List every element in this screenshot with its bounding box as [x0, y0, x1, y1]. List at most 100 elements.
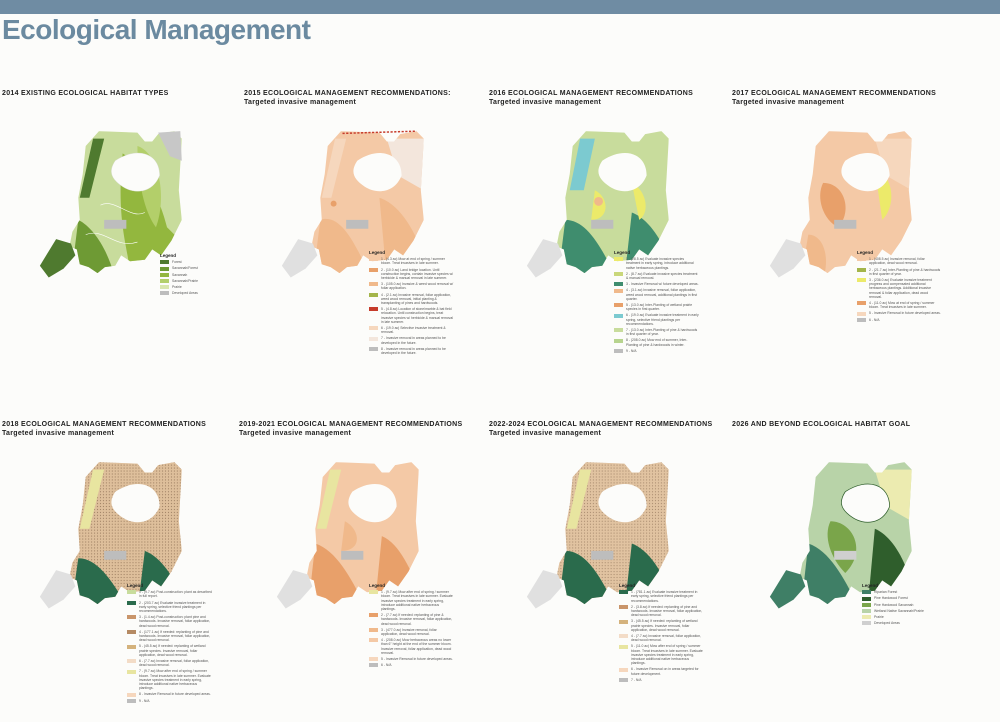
legend-swatch	[160, 272, 169, 277]
map-2015	[281, 130, 424, 278]
legend-swatch	[369, 638, 378, 643]
legend-item: 1 - (4.3 ac) Mow at end of spring / summ…	[369, 257, 454, 265]
legend-swatch	[862, 609, 871, 613]
legend-swatch	[619, 678, 628, 683]
legend-text: 7 - N/A	[631, 677, 642, 682]
legend-swatch	[369, 657, 378, 662]
legend-swatch	[369, 292, 378, 297]
legend-item: 1 - (9.7 ac) Mow after end of spring / s…	[369, 590, 454, 611]
legend-swatch	[160, 266, 169, 271]
legend-text: 2 - (203.7 ac) Evaluate invasive treatme…	[139, 600, 206, 614]
legend-swatch	[862, 621, 871, 626]
legend-text: Prairie	[874, 615, 884, 620]
legend-swatch	[619, 634, 628, 639]
legend-item: 2 - (10.0 ac) Land bridge location. Unti…	[369, 268, 454, 281]
legend-item: 7 - N/A	[619, 677, 704, 683]
legend-text: 8 - (208.0 ac) Mow end of summer, Inter-…	[626, 338, 688, 347]
legend-swatch	[857, 278, 866, 283]
legend-text: Pine Hardwood Forest	[874, 596, 908, 601]
legend-item: Prairie	[862, 615, 947, 620]
legend: Legend 1 - (9.7 ac) Post-construction: p…	[127, 583, 212, 705]
legend-swatch	[160, 291, 169, 296]
legend-swatch	[619, 590, 628, 595]
legend-item: 6 - (19.0 ac) Evaluate invasive treatmen…	[614, 313, 699, 326]
legend-item: 2 - (8.7 ac) Evaluate invasive species t…	[614, 272, 699, 280]
legend-text: 5 - (45.5 ac) If needed: replanting of w…	[139, 644, 206, 657]
legend: Legend 1 - (781.1 ac) Evaluate invasive …	[619, 583, 704, 684]
legend-text: Developed Areas	[172, 291, 198, 296]
legend-swatch	[862, 602, 871, 607]
legend-item: 6 - (7.7 ac) Invasive removal, foliar ap…	[127, 659, 212, 667]
legend-item: Riparian Forest	[862, 590, 947, 595]
legend-swatch	[369, 663, 378, 668]
legend-text: 2 - (3.8 ac) If needed: replanting of pi…	[631, 604, 703, 618]
panel-title: 2016 ECOLOGICAL MANAGEMENT RECOMMENDATIO…	[489, 90, 694, 97]
legend-text: 6 - Invasive Removal on in areas targete…	[631, 667, 699, 676]
legend-item: 2 - (203.7 ac) Evaluate invasive treatme…	[127, 601, 212, 614]
legend-item: 6 - N/A	[369, 663, 454, 668]
panel-subtitle: Targeted invasive management	[732, 99, 845, 106]
legend-item: 4 - (2.1 ac) Invasive removal, foliar ap…	[369, 293, 454, 306]
legend-item: 4 - (7.7 ac) Invasive removal, foliar ap…	[619, 634, 704, 642]
legend-text: 5 - (13.0 ac) Inter-Planting of wetland …	[626, 303, 693, 312]
legend-text: 5 - Invasive Removal in future developed…	[381, 657, 453, 662]
legend-swatch	[369, 347, 378, 352]
legend-text: 6 - (7.7 ac) Invasive removal, foliar ap…	[139, 659, 210, 668]
panel-subtitle: Targeted invasive management	[489, 430, 602, 437]
legend-text: 8 - Invasive removal in areas planned to…	[381, 346, 446, 356]
legend-item: 4 - (208.0 ac) Mow herbaceous areas no l…	[369, 638, 454, 655]
legend-text: 2 - (10.0 ac) Land bridge location. Unti…	[381, 267, 453, 281]
legend-swatch	[369, 336, 378, 341]
legend-item: 2 - (7.7 ac) If needed: replanting of pi…	[369, 613, 454, 626]
legend-text: Pine Hardwood Savannah	[874, 602, 914, 607]
legend-item: 7 - Invasive removal in areas planned to…	[369, 336, 454, 345]
legend-item: 3 - (45.5 ac) If needed: replanting of w…	[619, 619, 704, 632]
legend-swatch	[127, 630, 136, 635]
legend-item: 3 - (236.0 ac) Evaluate invasive treatme…	[857, 278, 942, 299]
panel-title: 2015 ECOLOGICAL MANAGEMENT RECOMMENDATIO…	[244, 90, 451, 97]
legend-swatch	[160, 279, 169, 283]
map-2019-2021	[276, 462, 419, 609]
legend-heading: Legend	[862, 583, 879, 588]
legend-text: 6 - (19.0 ac) Selective invasive treatme…	[381, 326, 446, 335]
legend-item: 5 - (13.0 ac) Inter-Planting of wetland …	[614, 303, 699, 311]
panel-2016-recommendations: 2016 ECOLOGICAL MANAGEMENT RECOMMENDATIO…	[489, 89, 734, 389]
legend-item: 4 - (3.1 ac) Invasive removal, foliar ap…	[614, 288, 699, 301]
legend: Legend 1 - (408.5 ac) Invasive removal, …	[857, 250, 942, 324]
legend-text: 4 - (177.1 ac) If needed: replanting of …	[139, 629, 211, 643]
legend-text: Forest	[172, 260, 182, 265]
legend-item: 3 - (105.0 ac) Invasive & weed wood remo…	[369, 282, 454, 290]
legend-item: 5 - (4.8 ac) Location of stone/marble & …	[369, 307, 454, 324]
legend-text: 8 - Invasive Removal in future developed…	[139, 692, 211, 697]
legend-swatch	[127, 600, 136, 605]
legend-text: 6 - (19.0 ac) Evaluate invasive treatmen…	[626, 313, 699, 326]
panel-subtitle: Targeted invasive management	[244, 99, 357, 106]
habitat-goal-map	[769, 462, 912, 609]
legend-item: 5 - Invasive Removal in future developed…	[857, 311, 942, 316]
legend-heading: Legend	[857, 250, 874, 255]
legend-item: 8 - Invasive Removal in future developed…	[127, 692, 212, 697]
legend-item: 9 - N/A	[614, 349, 699, 354]
legend-swatch	[369, 257, 378, 262]
legend-swatch	[614, 272, 623, 276]
legend-text: 1 - (9.7 ac) Mow after end of spring / s…	[381, 590, 453, 612]
legend-swatch	[619, 619, 628, 624]
legend-text: 5 - (4.8 ac) Location of stone/marble & …	[381, 307, 453, 324]
legend-item: 1 - (9.7 ac) Post-construction: plant as…	[127, 590, 212, 598]
legend-swatch	[127, 692, 136, 697]
panel-subtitle: Targeted invasive management	[239, 430, 352, 437]
legend-swatch	[614, 303, 623, 308]
legend-text: 1 - (781.1 ac) Evaluate invasive treatme…	[631, 590, 698, 603]
legend-heading: Legend	[619, 583, 636, 588]
legend-swatch	[614, 349, 623, 354]
top-banner	[0, 0, 1000, 14]
legend-text: 3 - (105.0 ac) Invasive & weed wood remo…	[381, 282, 454, 291]
legend-swatch	[160, 285, 169, 290]
legend-item: 3 - (477.0 ac) Invasive removal, foliar …	[369, 628, 454, 636]
legend-swatch	[862, 590, 871, 595]
legend-item: Developed Areas	[862, 621, 947, 626]
panel-subtitle: Targeted invasive management	[2, 430, 115, 437]
legend-item: Forest	[160, 260, 242, 265]
legend-text: Prairie	[172, 285, 182, 290]
legend-swatch	[862, 596, 871, 601]
